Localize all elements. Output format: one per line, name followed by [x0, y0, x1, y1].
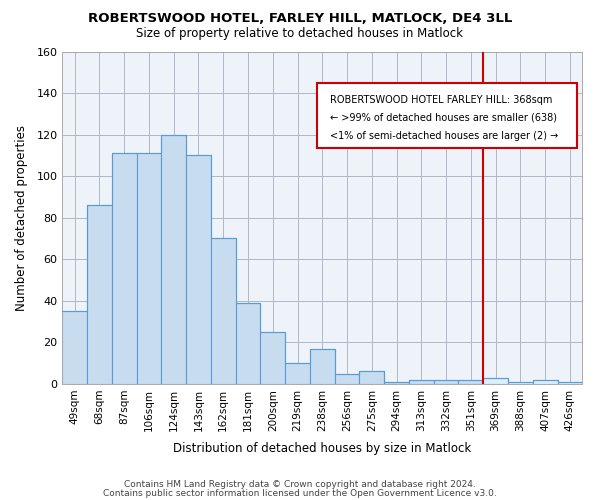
Bar	[260, 332, 285, 384]
Text: Contains public sector information licensed under the Open Government Licence v3: Contains public sector information licen…	[103, 488, 497, 498]
Bar	[137, 154, 161, 384]
Text: ROBERTSWOOD HOTEL, FARLEY HILL, MATLOCK, DE4 3LL: ROBERTSWOOD HOTEL, FARLEY HILL, MATLOCK,…	[88, 12, 512, 26]
Bar	[310, 348, 335, 384]
Bar	[161, 134, 186, 384]
Bar	[62, 311, 87, 384]
Bar	[236, 303, 260, 384]
Bar	[186, 156, 211, 384]
Y-axis label: Number of detached properties: Number of detached properties	[15, 124, 28, 310]
Bar	[285, 363, 310, 384]
Bar	[533, 380, 557, 384]
Bar	[434, 380, 458, 384]
X-axis label: Distribution of detached houses by size in Matlock: Distribution of detached houses by size …	[173, 442, 472, 455]
Text: Size of property relative to detached houses in Matlock: Size of property relative to detached ho…	[137, 28, 464, 40]
Bar	[87, 205, 112, 384]
Bar	[384, 382, 409, 384]
Text: ROBERTSWOOD HOTEL FARLEY HILL: 368sqm: ROBERTSWOOD HOTEL FARLEY HILL: 368sqm	[330, 94, 553, 104]
Bar	[557, 382, 582, 384]
Bar	[409, 380, 434, 384]
Bar	[483, 378, 508, 384]
Text: <1% of semi-detached houses are larger (2) →: <1% of semi-detached houses are larger (…	[330, 132, 559, 141]
Bar	[359, 372, 384, 384]
Text: Contains HM Land Registry data © Crown copyright and database right 2024.: Contains HM Land Registry data © Crown c…	[124, 480, 476, 489]
Bar	[211, 238, 236, 384]
Bar	[112, 154, 137, 384]
FancyBboxPatch shape	[317, 83, 577, 148]
Text: ← >99% of detached houses are smaller (638): ← >99% of detached houses are smaller (6…	[330, 113, 557, 123]
Bar	[335, 374, 359, 384]
Bar	[458, 380, 483, 384]
Bar	[508, 382, 533, 384]
